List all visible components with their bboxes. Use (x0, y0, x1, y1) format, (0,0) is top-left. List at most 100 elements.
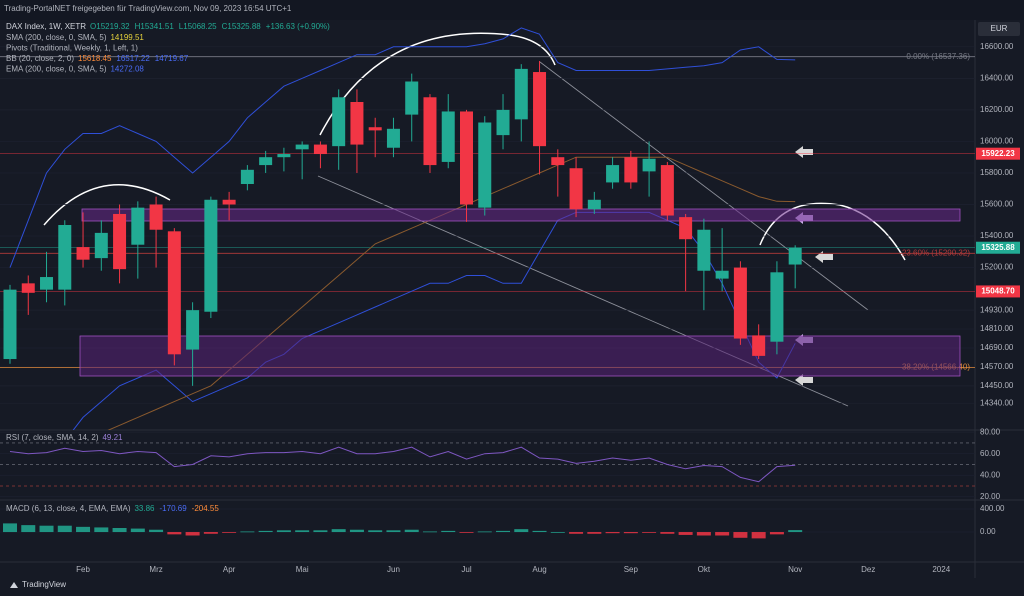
candle-body (551, 157, 565, 166)
logo (10, 582, 18, 588)
currency-box (978, 22, 1020, 36)
candle-body (386, 128, 400, 148)
macd-bar (276, 530, 291, 533)
candle-body (259, 157, 273, 166)
indicator-line (107, 156, 796, 430)
candle-body (3, 289, 17, 360)
price-tag-label: 15325.88 (981, 243, 1015, 252)
macd-bar (459, 532, 474, 533)
candle-body (660, 165, 674, 216)
fib-label: 23.60% (15290.32) (902, 248, 970, 257)
x-tick-label: Okt (698, 565, 711, 574)
indicator-value: 15618.45 (78, 54, 112, 63)
macd-bar (477, 531, 492, 533)
macd-bar (3, 523, 17, 533)
y-tick-label: 15200.00 (980, 263, 1014, 272)
top-bar (0, 0, 1024, 20)
macd-bar (349, 529, 364, 533)
macd-bar (788, 530, 803, 533)
macd-bar (696, 532, 711, 536)
price-tag-label: 15048.70 (981, 287, 1015, 296)
x-tick-label: Aug (532, 565, 546, 574)
y-tick-label: 15800.00 (980, 168, 1014, 177)
candle-body (496, 109, 510, 136)
candle-body (715, 270, 729, 279)
macd-bar (295, 530, 310, 533)
x-tick-label: Sep (624, 565, 639, 574)
macd-bar (550, 532, 565, 533)
footer: TradingView (22, 580, 66, 589)
candle-body (149, 204, 163, 230)
y-tick-label: 400.00 (980, 504, 1005, 513)
macd-bar (769, 532, 784, 535)
indicator-value: 16517.22 (116, 54, 150, 63)
macd-bar (733, 532, 748, 538)
candle-body (332, 97, 346, 147)
macd-bar (532, 530, 547, 533)
candle-body (460, 111, 473, 205)
trend-line (539, 61, 869, 311)
pane-value: -204.55 (192, 504, 220, 513)
y-tick-label: 60.00 (980, 449, 1001, 458)
macd-bar (569, 532, 584, 534)
x-tick-label: Jul (461, 565, 471, 574)
macd-bar (149, 529, 164, 533)
macd-bar (422, 531, 437, 533)
arc (43, 184, 171, 226)
candle-body (204, 199, 218, 312)
indicator-label: BB (20, close, 2, 0) (6, 54, 74, 63)
candle-body (569, 168, 583, 210)
y-tick-label: 14690.00 (980, 343, 1014, 352)
y-tick-label: 16200.00 (980, 105, 1014, 114)
candle-body (240, 169, 254, 184)
ohlc-value: O15219.32 (90, 22, 130, 31)
candle-body (587, 199, 601, 210)
macd-bar (240, 531, 255, 533)
x-tick-label: Mai (296, 565, 309, 574)
macd-bar (76, 526, 91, 533)
macd-bar (587, 532, 602, 534)
price-tag-label: 15922.23 (981, 149, 1015, 158)
y-tick-label: 16400.00 (980, 73, 1014, 82)
macd-bar (112, 528, 127, 533)
y-tick-label: 14570.00 (980, 362, 1014, 371)
x-tick-label: 2024 (932, 565, 950, 574)
macd-bar (167, 532, 182, 535)
price-tag (976, 285, 1020, 298)
ohlc-value: H15341.51 (135, 22, 175, 31)
indicator-label: SMA (200, close, 0, SMA, 5) (6, 33, 107, 42)
macd-bar (642, 532, 657, 533)
y-tick-label: 20.00 (980, 492, 1001, 501)
candle-body (186, 310, 200, 350)
y-tick-label: 40.00 (980, 470, 1001, 479)
x-tick-label: Jun (387, 565, 400, 574)
candle-body (624, 157, 638, 183)
candle-body (21, 283, 35, 293)
symbol: DAX Index, 1W, XETR (6, 22, 86, 31)
zones (79, 208, 961, 377)
candle-body (131, 207, 145, 245)
x-tick-label: Apr (223, 565, 236, 574)
pane-value: 49.21 (102, 433, 123, 442)
candle-body (405, 81, 419, 115)
macd-bar (331, 529, 346, 533)
candle-body (368, 127, 382, 131)
watermark: Trading-PortalNET freigegeben für Tradin… (4, 4, 292, 13)
macd-bar (623, 532, 638, 534)
macd-bar (660, 532, 675, 534)
macd-bar (751, 532, 766, 539)
macd-bar (39, 525, 54, 533)
candle-body (94, 232, 108, 259)
arc (319, 32, 556, 136)
candle-body (295, 144, 309, 150)
macd-bar (21, 525, 36, 533)
pane-title: RSI (7, close, SMA, 14, 2) (6, 433, 99, 442)
candle-body (478, 122, 492, 208)
candle-body (313, 144, 327, 155)
candle-body (350, 102, 364, 145)
pane-value: -170.69 (160, 504, 188, 513)
macd-bar (404, 529, 419, 533)
indicator-value: 14719.67 (155, 54, 189, 63)
macd-bar (313, 530, 328, 533)
